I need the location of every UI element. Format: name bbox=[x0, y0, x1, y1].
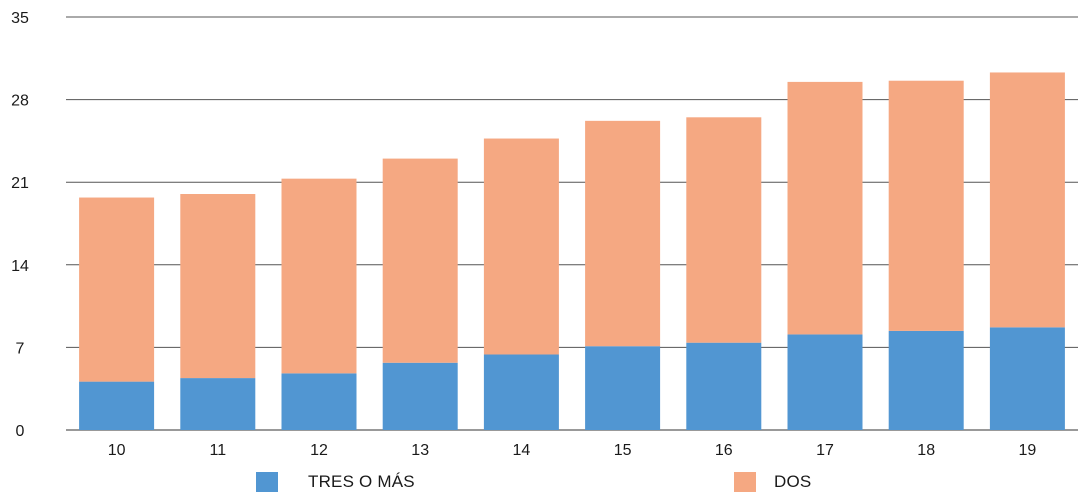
bar-tres-o-mas-18 bbox=[888, 330, 964, 430]
bar-tres-o-mas-12 bbox=[281, 373, 357, 430]
bars bbox=[79, 72, 1065, 430]
legend-label-dos: DOS bbox=[774, 472, 812, 491]
bar-dos-17 bbox=[787, 81, 863, 335]
x-axis-tick-labels: 10 11 12 13 14 15 16 17 18 19 bbox=[108, 442, 1037, 459]
x-tick-label-13: 13 bbox=[411, 442, 429, 459]
y-tick-label-21: 21 bbox=[11, 175, 29, 192]
y-tick-label-14: 14 bbox=[11, 258, 29, 275]
bar-dos-10 bbox=[79, 197, 155, 382]
y-tick-label-35: 35 bbox=[11, 10, 29, 27]
bar-tres-o-mas-17 bbox=[787, 334, 863, 430]
bar-tres-o-mas-16 bbox=[686, 342, 762, 430]
bar-dos-15 bbox=[585, 120, 661, 347]
legend-label-tres-o-mas: TRES O MÁS bbox=[308, 472, 415, 491]
bar-dos-19 bbox=[989, 72, 1065, 328]
bar-tres-o-mas-11 bbox=[180, 378, 256, 430]
bar-tres-o-mas-10 bbox=[79, 381, 155, 430]
x-tick-label-10: 10 bbox=[108, 442, 126, 459]
x-tick-label-14: 14 bbox=[513, 442, 531, 459]
x-tick-label-16: 16 bbox=[715, 442, 733, 459]
stacked-bar-chart: 0 7 14 21 28 35 10 11 12 13 14 15 16 17 18 19 bbox=[11, 10, 1078, 459]
x-tick-label-12: 12 bbox=[310, 442, 328, 459]
x-tick-label-18: 18 bbox=[917, 442, 935, 459]
x-tick-label-19: 19 bbox=[1019, 442, 1037, 459]
x-tick-label-17: 17 bbox=[816, 442, 834, 459]
y-tick-label-7: 7 bbox=[16, 340, 25, 357]
bar-dos-18 bbox=[888, 80, 964, 331]
bar-tres-o-mas-13 bbox=[382, 362, 458, 430]
legend-item-tres-o-mas: TRES O MÁS bbox=[256, 470, 415, 494]
bar-tres-o-mas-19 bbox=[989, 327, 1065, 430]
legend-swatch-tres-o-mas bbox=[256, 472, 278, 492]
x-tick-label-11: 11 bbox=[209, 442, 226, 459]
x-tick-label-15: 15 bbox=[614, 442, 632, 459]
y-tick-label-0: 0 bbox=[16, 423, 25, 440]
bar-dos-16 bbox=[686, 117, 762, 343]
legend-item-dos: DOS bbox=[734, 470, 811, 494]
bar-dos-14 bbox=[483, 138, 559, 355]
bar-dos-11 bbox=[180, 194, 256, 379]
bar-dos-12 bbox=[281, 178, 357, 374]
legend-swatch-dos bbox=[734, 472, 756, 492]
y-axis-tick-labels: 0 7 14 21 28 35 bbox=[11, 10, 29, 440]
bar-tres-o-mas-15 bbox=[585, 346, 661, 430]
bar-tres-o-mas-14 bbox=[483, 354, 559, 430]
bar-dos-13 bbox=[382, 158, 458, 363]
y-tick-label-28: 28 bbox=[11, 93, 29, 110]
